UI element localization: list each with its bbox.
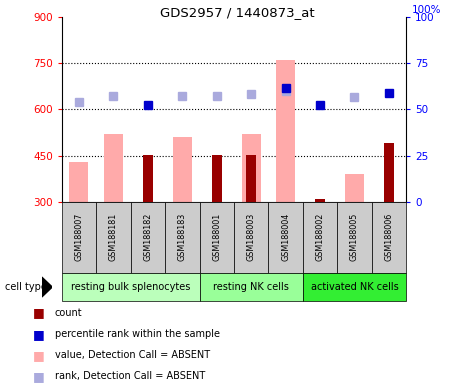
Text: GSM188183: GSM188183 — [178, 213, 187, 261]
Bar — [242, 134, 261, 202]
Bar — [104, 134, 123, 202]
Bar — [173, 137, 192, 202]
Bar — [212, 155, 221, 202]
Text: GSM188003: GSM188003 — [247, 213, 256, 261]
Bar — [345, 174, 364, 202]
Text: ■: ■ — [33, 349, 45, 362]
Bar — [276, 60, 295, 202]
Text: GSM188007: GSM188007 — [75, 213, 84, 261]
Text: GSM188002: GSM188002 — [315, 213, 324, 261]
Text: resting bulk splenocytes: resting bulk splenocytes — [71, 282, 190, 292]
Text: ■: ■ — [33, 306, 45, 319]
Bar — [315, 199, 325, 202]
Text: GSM188004: GSM188004 — [281, 213, 290, 261]
Text: value, Detection Call = ABSENT: value, Detection Call = ABSENT — [55, 350, 210, 360]
Text: 100%: 100% — [412, 5, 441, 15]
Text: count: count — [55, 308, 82, 318]
Text: percentile rank within the sample: percentile rank within the sample — [55, 329, 219, 339]
Text: activated NK cells: activated NK cells — [311, 282, 399, 292]
Text: rank, Detection Call = ABSENT: rank, Detection Call = ABSENT — [55, 371, 205, 381]
Text: resting NK cells: resting NK cells — [213, 282, 289, 292]
Text: ■: ■ — [33, 370, 45, 383]
Text: cell type: cell type — [5, 282, 47, 292]
Text: GSM188001: GSM188001 — [212, 213, 221, 261]
Bar — [69, 162, 88, 202]
Text: ■: ■ — [33, 328, 45, 341]
Text: GSM188182: GSM188182 — [143, 213, 152, 261]
Text: GSM188006: GSM188006 — [384, 213, 393, 261]
Text: GSM188181: GSM188181 — [109, 213, 118, 261]
Text: GDS2957 / 1440873_at: GDS2957 / 1440873_at — [160, 6, 315, 19]
Bar — [143, 155, 152, 202]
Text: GSM188005: GSM188005 — [350, 213, 359, 261]
Polygon shape — [42, 277, 52, 297]
Bar — [384, 143, 394, 202]
Bar — [247, 155, 256, 202]
